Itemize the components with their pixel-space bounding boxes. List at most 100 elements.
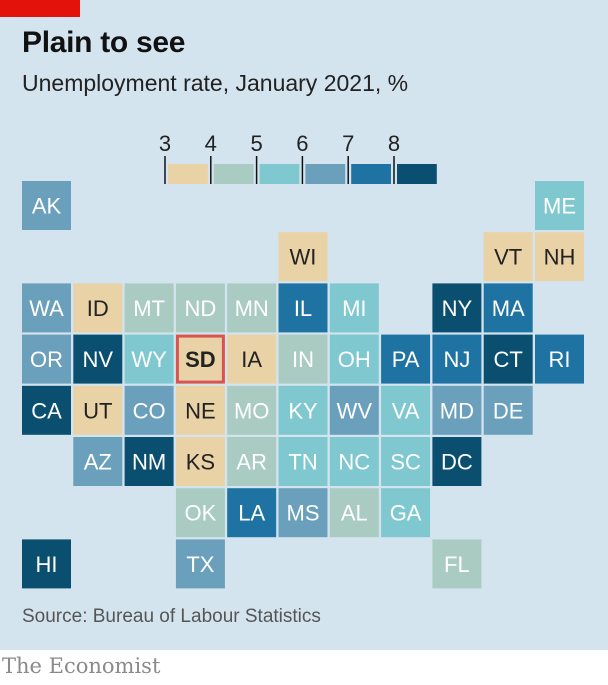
state-tile-la: LA (227, 488, 277, 538)
state-label: KS (186, 450, 215, 475)
state-tile-pa: PA (381, 334, 431, 384)
state-label: OK (185, 501, 217, 526)
state-tile-fill (535, 232, 584, 282)
state-label: CA (31, 398, 62, 423)
state-label: MS (287, 501, 320, 526)
state-tile-fill (483, 385, 533, 435)
state-tile-nc: NC (329, 437, 379, 486)
state-tile-sd: SD (175, 334, 225, 384)
legend-tick-label: 4 (205, 131, 217, 156)
state-tiles: AK ME WI VT NH WA ID MT ND MN IL MI NY MA OR NV WY SD IA IN… (22, 181, 584, 589)
state-label: IA (241, 347, 262, 372)
state-tile-fill (124, 283, 174, 333)
state-tile-fill (381, 385, 431, 435)
state-label: ND (185, 296, 217, 321)
legend-swatch-7-8 (351, 164, 391, 184)
state-label: FL (444, 552, 470, 577)
legend-swatch-8+ (397, 164, 437, 184)
state-label: ME (543, 194, 576, 219)
state-label: DE (493, 398, 524, 423)
state-tile-vt: VT (483, 232, 533, 282)
state-label: WI (290, 245, 317, 270)
state-tile-ok: OK (175, 488, 225, 538)
state-label: CT (494, 347, 523, 372)
state-label: MO (234, 398, 269, 423)
state-label: NV (83, 347, 114, 372)
state-tile-nh: NH (535, 232, 584, 282)
state-tile-fill (227, 437, 277, 486)
state-tile-fill (432, 283, 482, 333)
state-tile-hi: HI (22, 539, 71, 589)
state-tile-me: ME (535, 181, 584, 230)
state-tile-fill (432, 385, 482, 435)
state-tile-fill (483, 334, 533, 384)
state-tile-wa: WA (22, 283, 71, 333)
state-label: TX (186, 552, 214, 577)
state-tile-fill (535, 181, 584, 230)
state-tile-ny: NY (432, 283, 482, 333)
state-tile-fill (483, 232, 533, 282)
state-tile-md: MD (432, 385, 482, 435)
state-tile-fill (381, 437, 431, 486)
state-tile-ks: KS (175, 437, 225, 486)
state-tile-co: CO (124, 385, 174, 435)
state-tile-tx: TX (175, 539, 225, 589)
legend-tick-label: 8 (388, 131, 400, 156)
legend-tick-label: 5 (250, 131, 262, 156)
state-label: IL (294, 296, 312, 321)
state-tile-fill (278, 283, 328, 333)
state-tile-fill (227, 283, 277, 333)
state-tile-fill (22, 539, 71, 589)
state-label: LA (238, 501, 265, 526)
state-label: VA (392, 398, 420, 423)
state-label: AK (32, 194, 62, 219)
state-tile-ut: UT (73, 385, 123, 435)
state-tile-nj: NJ (432, 334, 482, 384)
state-tile-ar: AR (227, 437, 277, 486)
state-tile-nv: NV (73, 334, 123, 384)
chart-title: Plain to see (22, 26, 186, 59)
state-tile-fill (278, 334, 328, 384)
highlight-border (175, 334, 225, 384)
state-tile-fill (175, 539, 225, 589)
state-tile-mn: MN (227, 283, 277, 333)
state-label: WA (29, 296, 64, 321)
state-label: OH (338, 347, 371, 372)
state-tile-wy: WY (124, 334, 174, 384)
state-tile-fill (175, 488, 225, 538)
state-tile-ky: KY (278, 385, 328, 435)
state-tile-mi: MI (329, 283, 379, 333)
legend-tick-label: 7 (342, 131, 354, 156)
state-tile-fill (73, 437, 123, 486)
state-label: HI (36, 552, 58, 577)
state-tile-fill (73, 334, 123, 384)
state-label: SD (185, 347, 216, 372)
state-tile-fill (483, 283, 533, 333)
state-tile-ms: MS (278, 488, 328, 538)
legend-swatch-3-4 (168, 164, 208, 184)
brand-red-tag (0, 0, 80, 17)
state-label: CO (133, 398, 166, 423)
legend-tick-label: 6 (296, 131, 308, 156)
state-tile-ia: IA (227, 334, 277, 384)
state-label: WY (131, 347, 167, 372)
state-tile-fill (329, 488, 379, 538)
state-tile-fill (278, 232, 328, 282)
state-tile-mo: MO (227, 385, 277, 435)
state-tile-ct: CT (483, 334, 533, 384)
state-label: DC (441, 450, 473, 475)
state-tile-fill (73, 283, 123, 333)
state-tile-fill (22, 385, 71, 435)
state-tile-fill (535, 334, 584, 384)
state-tile-fill (329, 385, 379, 435)
legend-swatch-4-5 (213, 164, 254, 184)
state-tile-fill (175, 283, 225, 333)
state-tile-id: ID (73, 283, 123, 333)
state-label: GA (390, 501, 422, 526)
state-tile-fill (175, 385, 225, 435)
state-label: NC (338, 450, 370, 475)
state-label: NM (132, 450, 166, 475)
state-tile-fill (73, 385, 123, 435)
state-label: NJ (443, 347, 470, 372)
state-tile-al: AL (329, 488, 379, 538)
